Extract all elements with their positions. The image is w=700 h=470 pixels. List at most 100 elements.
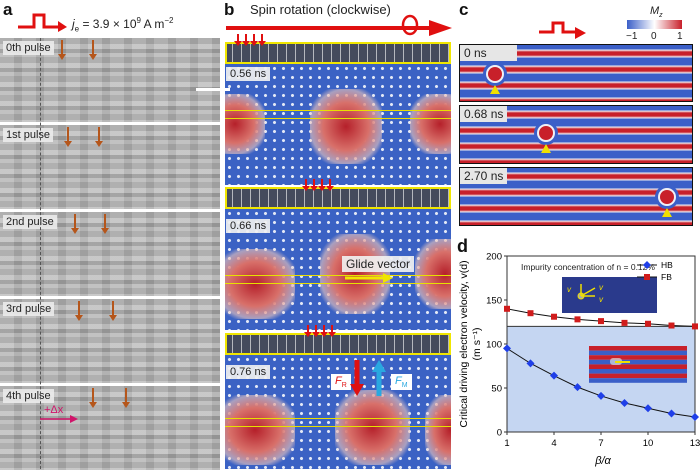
- y-axis-unit: (m s⁻¹): [471, 328, 483, 361]
- colorbar-tick: −1: [626, 31, 638, 42]
- mz-simulation-map: 0.68 ns: [459, 105, 693, 164]
- pulse-label: 4th pulse: [3, 389, 54, 403]
- y-tick-label: 150: [486, 296, 502, 307]
- data-point-hb: [644, 404, 652, 413]
- velocity-chart: 0 50 100 150 200 1 4 7 10 13 Impurity concentrati…: [458, 252, 700, 468]
- domain-arrow-icon: [95, 127, 103, 147]
- inset-stripe-domain: [589, 346, 687, 383]
- current-density-label: je = 3.9 × 109 A m−2: [72, 16, 174, 34]
- y-tick-label: 0: [497, 428, 502, 439]
- mz-simulation-map: 2.70 ns: [459, 167, 693, 226]
- legend-label-fb: FB: [661, 272, 672, 282]
- x-tick-label: 4: [551, 438, 556, 449]
- domain-arrow-icon: [109, 301, 117, 321]
- data-point-fb: [551, 313, 557, 320]
- x-tick-label: 10: [643, 438, 654, 449]
- panel-label-b: b: [224, 0, 235, 19]
- x-tick-label: 13: [690, 438, 700, 449]
- time-label: 0 ns: [460, 45, 517, 61]
- time-label: 0.76 ns: [226, 365, 271, 379]
- colorbar-tick: 0: [651, 31, 657, 42]
- spin-profile-strip: [225, 187, 451, 209]
- spin-profile-strip: [225, 333, 451, 355]
- inset-skyrmion-velocity: v v v: [562, 277, 657, 313]
- current-pulse-icon: [539, 21, 586, 39]
- svg-text:v: v: [599, 283, 604, 292]
- pulse-label: 2nd pulse: [3, 215, 57, 229]
- spin-texture-map: [225, 64, 451, 185]
- microscopy-image-3: 3rd pulse: [0, 299, 220, 383]
- time-label: 0.56 ns: [226, 67, 271, 81]
- data-point-hb: [620, 398, 629, 407]
- data-point-fb: [574, 316, 581, 323]
- data-point-fb: [621, 319, 628, 326]
- data-point-hb: [503, 344, 511, 353]
- glide-vector-label: Glide vector: [342, 256, 415, 272]
- force-r-label: FR: [331, 374, 351, 391]
- data-point-hb: [573, 383, 582, 392]
- chart-annotation: Impurity concentration of n = 0.12%: [521, 262, 655, 272]
- microscopy-image-2: 2nd pulse: [0, 212, 220, 296]
- data-point-hb: [550, 371, 558, 380]
- time-label: 2.70 ns: [460, 168, 508, 184]
- legend-marker-hb: [643, 261, 651, 269]
- data-point-fb: [645, 320, 651, 327]
- spin-rotation-title: Spin rotation (clockwise): [250, 2, 391, 17]
- y-axis-label: Critical driving electron velocity, v(d): [458, 260, 470, 427]
- scale-bar: [196, 88, 230, 91]
- domain-arrow-icon: [101, 214, 109, 234]
- y-tick-label: 200: [486, 252, 502, 263]
- glide-vector-arrow-icon: [345, 273, 393, 283]
- y-tick-label: 100: [486, 340, 502, 351]
- domain-arrow-icon: [58, 40, 66, 60]
- mz-colorbar: [627, 20, 682, 29]
- domain-arrow-icon: [89, 40, 97, 60]
- data-point-hb: [597, 391, 605, 400]
- x-tick-label: 7: [598, 438, 603, 449]
- data-point-fb: [692, 323, 698, 330]
- domain-arrow-icon: [71, 214, 79, 234]
- svg-text:v: v: [567, 285, 572, 294]
- pulse-label: 0th pulse: [3, 41, 54, 55]
- data-point-fb: [504, 305, 510, 312]
- mz-simulation-map: 0 ns: [459, 44, 693, 102]
- domain-arrow-icon: [122, 388, 130, 408]
- microscopy-image-0: 0th pulse: [0, 38, 220, 122]
- pulse-label: 1st pulse: [3, 128, 54, 142]
- panel-label-a: a: [3, 0, 13, 19]
- force-r-arrow-icon: [350, 360, 364, 396]
- microscopy-image-4: 4th pulse: [0, 386, 220, 470]
- y-tick-label: 50: [491, 384, 502, 395]
- colorbar-title: Mz: [650, 5, 663, 20]
- pulse-label: 3rd pulse: [3, 302, 55, 316]
- x-axis-label: β/α: [594, 455, 611, 467]
- time-label: 0.68 ns: [460, 106, 508, 122]
- displacement-arrow-icon: [40, 415, 78, 423]
- force-m-label: FM: [391, 374, 412, 391]
- force-m-arrow-icon: [372, 360, 386, 396]
- colorbar-tick: 1: [677, 31, 683, 42]
- panel-label-d: d: [457, 236, 468, 256]
- legend-label-hb: HB: [661, 260, 673, 270]
- legend-marker-fb: [644, 274, 650, 280]
- svg-text:v: v: [599, 295, 604, 304]
- domain-arrow-icon: [89, 388, 97, 408]
- data-point-fb: [527, 310, 534, 317]
- current-pulse-icon: [18, 13, 67, 32]
- legend: HB FB: [637, 260, 673, 282]
- microscopy-image-1: 1st pulse: [0, 125, 220, 209]
- data-point-hb: [667, 409, 676, 418]
- data-point-hb: [526, 359, 535, 368]
- spin-rotation-arrow-icon: [226, 14, 452, 36]
- spin-profile-strip: [225, 42, 451, 64]
- data-point-hb: [691, 413, 699, 422]
- reference-dashed-line: [40, 38, 41, 469]
- data-point-fb: [668, 322, 675, 329]
- data-point-fb: [598, 318, 604, 325]
- time-label: 0.66 ns: [226, 219, 271, 233]
- displacement-label: +Δx: [44, 404, 64, 416]
- x-tick-label: 1: [504, 438, 509, 449]
- domain-arrow-icon: [75, 301, 83, 321]
- panel-label-c: c: [459, 0, 469, 19]
- domain-arrow-icon: [64, 127, 72, 147]
